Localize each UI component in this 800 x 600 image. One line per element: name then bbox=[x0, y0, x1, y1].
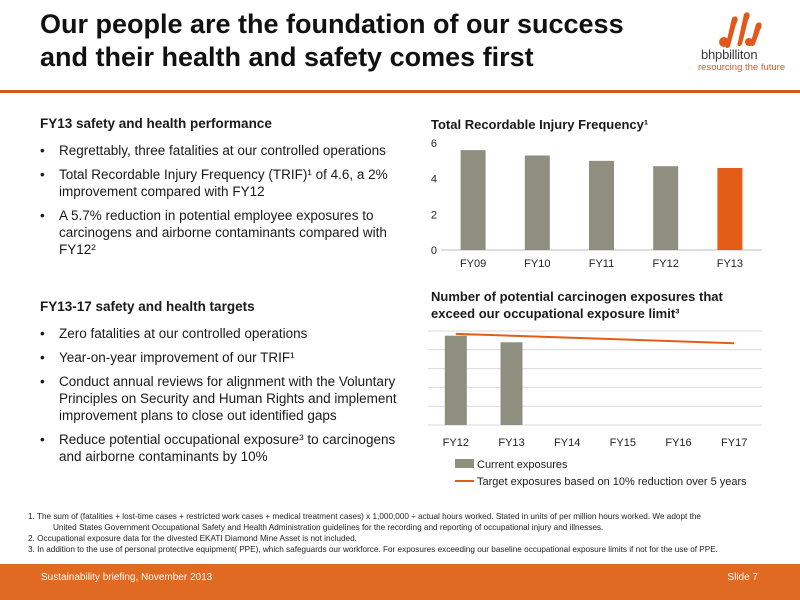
bar bbox=[717, 167, 743, 250]
x-tick-label: FY09 bbox=[460, 258, 486, 270]
bhp-logo-icon bbox=[719, 12, 762, 49]
bar bbox=[460, 150, 486, 250]
footnotes: 1. The sum of (fatalities + lost-time ca… bbox=[28, 511, 798, 555]
x-tick-label: FY13 bbox=[717, 258, 743, 270]
exposure-chart-title-line-2: exceed our occupational exposure limit³ bbox=[431, 306, 680, 321]
list-item: Year-on-year improvement of our TRIF¹ bbox=[40, 349, 400, 366]
y-tick-label: 0 bbox=[431, 245, 437, 257]
x-tick-label: FY17 bbox=[721, 437, 747, 449]
y-tick-label: 2 bbox=[431, 209, 437, 221]
list-item: Regrettably, three fatalities at our con… bbox=[40, 142, 400, 159]
slide-title-line-2: and their health and safety comes first bbox=[40, 42, 534, 72]
x-tick-label: FY12 bbox=[443, 437, 469, 449]
x-tick-label: FY15 bbox=[610, 437, 636, 449]
footnote-1-continued: United States Government Occupational Sa… bbox=[53, 523, 604, 532]
x-tick-label: FY10 bbox=[524, 258, 550, 270]
x-tick-label: FY16 bbox=[665, 437, 691, 449]
performance-heading: FY13 safety and health performance bbox=[40, 116, 272, 131]
list-item: Conduct annual reviews for alignment wit… bbox=[40, 373, 400, 424]
footer-bar bbox=[0, 564, 800, 600]
list-item: Total Recordable Injury Frequency (TRIF)… bbox=[40, 166, 400, 200]
y-tick-label: 4 bbox=[431, 174, 437, 186]
x-tick-label: FY12 bbox=[653, 258, 679, 270]
bar bbox=[524, 155, 550, 250]
logo-tagline: resourcing the future bbox=[698, 62, 786, 73]
list-item: Zero fatalities at our controlled operat… bbox=[40, 325, 400, 342]
bar bbox=[589, 160, 614, 250]
targets-list: Zero fatalities at our controlled operat… bbox=[40, 325, 400, 472]
trif-chart-title: Total Recordable Injury Frequency¹ bbox=[431, 117, 649, 132]
legend-label-current: Current exposures bbox=[477, 459, 568, 471]
exposure-chart-title: Number of potential carcinogen exposures… bbox=[431, 288, 723, 322]
logo-wordmark: bhpbilliton bbox=[701, 47, 758, 62]
x-tick-label: FY11 bbox=[589, 258, 614, 270]
legend-label-target: Target exposures based on 10% reduction … bbox=[477, 476, 747, 488]
y-tick-label: 6 bbox=[431, 138, 437, 150]
list-item: A 5.7% reduction in potential employee e… bbox=[40, 207, 400, 258]
list-item: Reduce potential occupational exposure³ … bbox=[40, 431, 400, 465]
footer-event: Sustainability briefing, November 2013 bbox=[41, 572, 213, 583]
slide-title-line-1: Our people are the foundation of our suc… bbox=[40, 9, 624, 39]
footnote-1: 1. The sum of (fatalities + lost-time ca… bbox=[28, 512, 701, 521]
x-tick-label: FY13 bbox=[498, 437, 524, 449]
bar bbox=[653, 166, 679, 250]
footnote-2: 2. Occupational exposure data for the di… bbox=[28, 534, 357, 543]
legend-swatch-current bbox=[455, 459, 474, 468]
targets-heading: FY13-17 safety and health targets bbox=[40, 299, 255, 314]
header-divider bbox=[0, 90, 800, 93]
target-line bbox=[455, 332, 735, 345]
slide-number: Slide 7 bbox=[727, 572, 758, 583]
bar bbox=[500, 342, 523, 425]
performance-list: Regrettably, three fatalities at our con… bbox=[40, 142, 400, 265]
slide-title: Our people are the foundation of our suc… bbox=[40, 8, 680, 74]
bar bbox=[444, 335, 467, 425]
x-tick-label: FY14 bbox=[554, 437, 580, 449]
exposure-chart-title-line-1: Number of potential carcinogen exposures… bbox=[431, 289, 723, 304]
footnote-3: 3. In addition to the use of personal pr… bbox=[28, 545, 718, 554]
